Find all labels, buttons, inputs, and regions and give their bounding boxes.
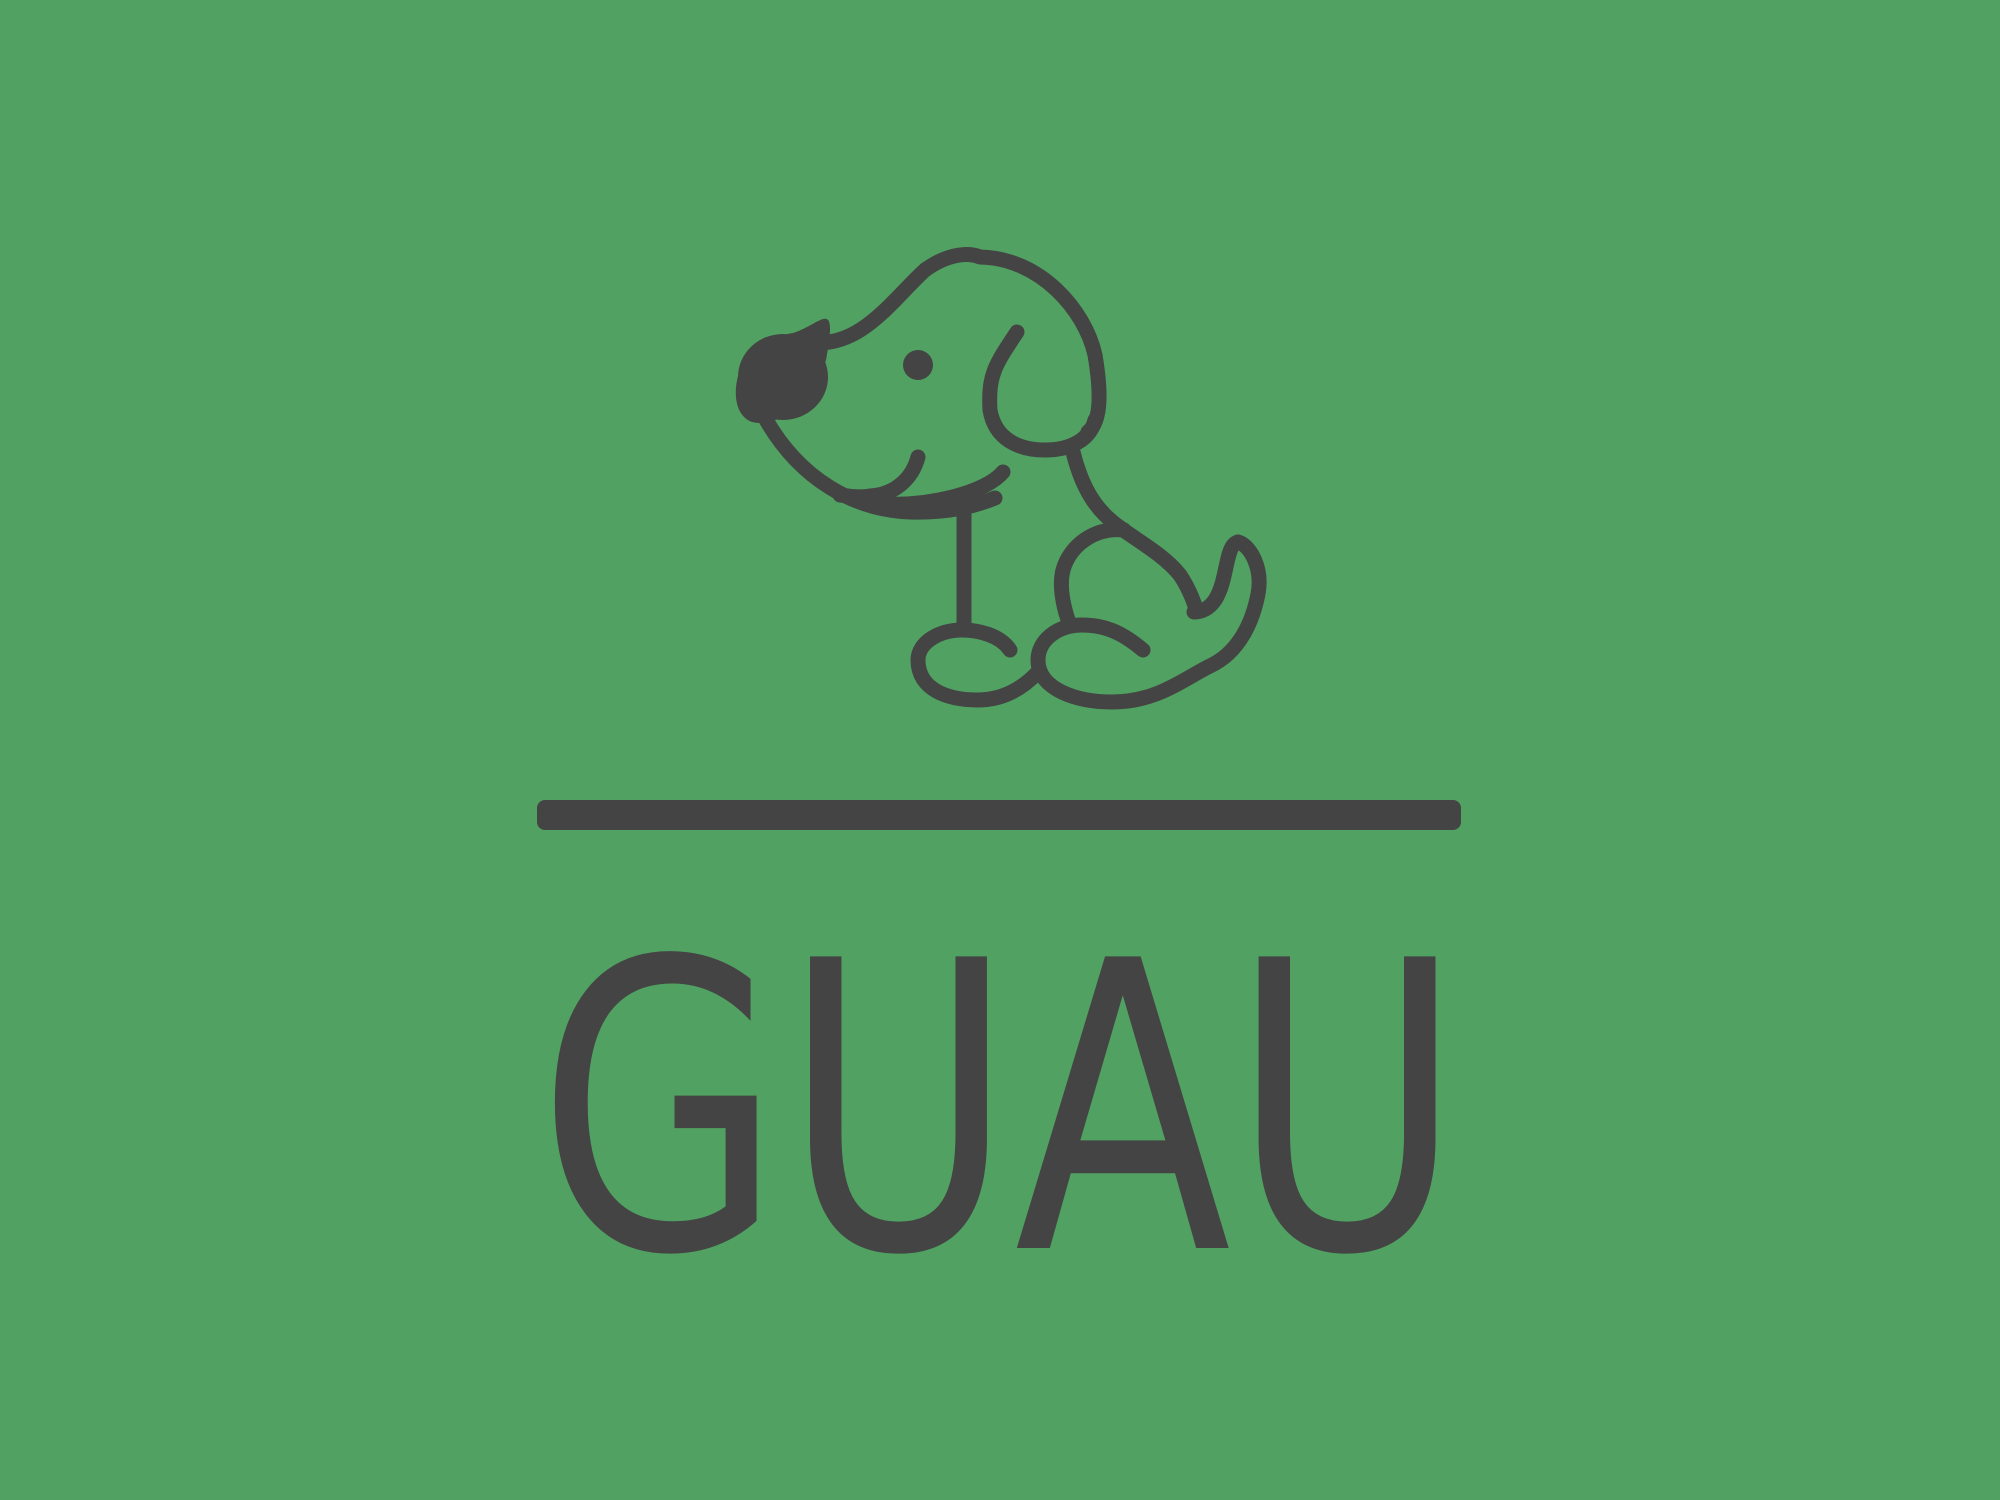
dog-nose-shape: [738, 334, 828, 420]
dog-hind-thigh: [1053, 522, 1132, 633]
dog-smile: [832, 449, 926, 505]
dog-back: [1065, 444, 1204, 618]
dog-ear: [982, 324, 1103, 458]
dog-eye: [903, 350, 933, 380]
dog-hind-paw: [1030, 534, 1267, 710]
dog-front-paw: [910, 622, 1046, 708]
dog-tail: [1186, 534, 1246, 620]
dog-chest: [877, 464, 1011, 512]
dog-icon: [757, 247, 1267, 710]
divider-bar: [537, 800, 1461, 830]
dog-head-outline: [800, 247, 1107, 440]
wordmark: GUAU: [537, 878, 1463, 1343]
